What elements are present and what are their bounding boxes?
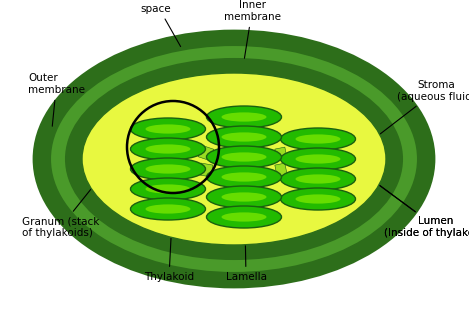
Ellipse shape [50, 45, 418, 273]
Ellipse shape [145, 204, 190, 213]
Polygon shape [199, 163, 213, 177]
Ellipse shape [295, 195, 340, 204]
Ellipse shape [221, 112, 266, 122]
Ellipse shape [130, 178, 205, 200]
Text: Lumen
(Inside of thylakoid): Lumen (Inside of thylakoid) [335, 153, 469, 238]
Text: Lamella: Lamella [226, 170, 266, 282]
Polygon shape [275, 147, 287, 161]
Ellipse shape [295, 154, 340, 164]
Ellipse shape [280, 128, 356, 150]
Polygon shape [198, 145, 214, 161]
Ellipse shape [34, 31, 434, 287]
Ellipse shape [206, 146, 281, 168]
Text: Granum (stack
of thylakoids): Granum (stack of thylakoids) [22, 141, 129, 238]
Ellipse shape [145, 124, 190, 134]
Ellipse shape [130, 138, 205, 160]
Ellipse shape [221, 192, 266, 202]
Text: Stroma
(aqueous fluid): Stroma (aqueous fluid) [373, 80, 469, 139]
Ellipse shape [206, 106, 281, 128]
Text: Inner
membrane: Inner membrane [224, 0, 280, 58]
Ellipse shape [280, 148, 356, 170]
Ellipse shape [295, 134, 340, 143]
Ellipse shape [221, 172, 266, 182]
Text: Intermembrane
space: Intermembrane space [115, 0, 197, 47]
Ellipse shape [130, 158, 205, 180]
Ellipse shape [82, 73, 386, 245]
Ellipse shape [221, 152, 266, 161]
Ellipse shape [206, 186, 281, 208]
Ellipse shape [295, 174, 340, 184]
Ellipse shape [280, 188, 356, 210]
Ellipse shape [145, 164, 190, 174]
Polygon shape [275, 163, 287, 177]
Ellipse shape [130, 118, 205, 140]
Ellipse shape [280, 168, 356, 190]
Ellipse shape [145, 184, 190, 194]
Ellipse shape [145, 144, 190, 154]
Ellipse shape [206, 166, 281, 188]
Ellipse shape [206, 126, 281, 148]
Ellipse shape [221, 213, 266, 221]
Ellipse shape [66, 59, 402, 259]
Text: Thylakoid: Thylakoid [144, 106, 194, 282]
Ellipse shape [206, 206, 281, 228]
Ellipse shape [221, 132, 266, 142]
Text: Outer
membrane: Outer membrane [28, 73, 85, 126]
Text: Lumen
(Inside of thylakoid): Lumen (Inside of thylakoid) [335, 153, 469, 238]
Ellipse shape [130, 198, 205, 220]
